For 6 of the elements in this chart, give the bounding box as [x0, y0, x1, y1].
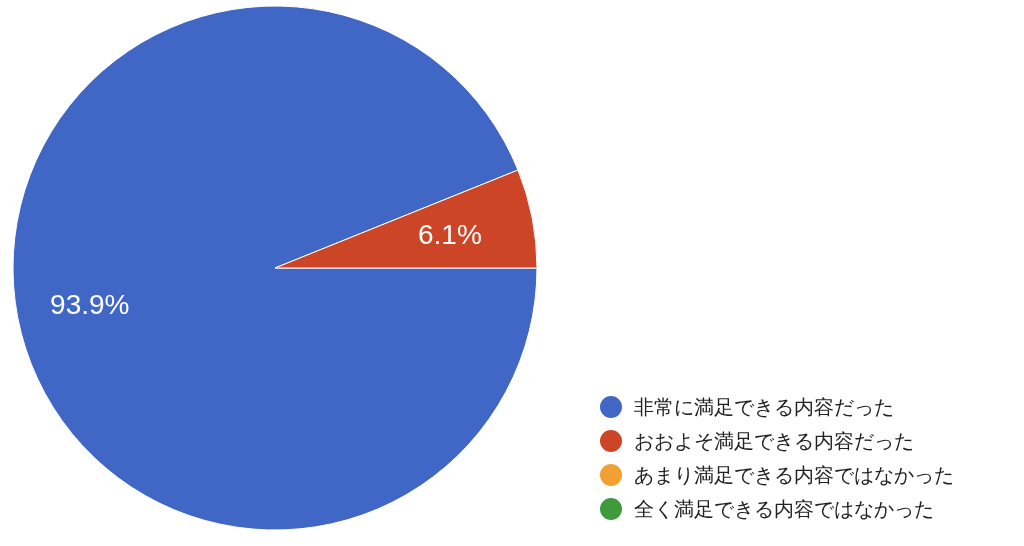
data-label: 93.9%: [50, 288, 130, 320]
legend-label: あまり満足できる内容ではなかった: [634, 464, 954, 486]
legend-label: 全く満足できる内容ではなかった: [634, 498, 934, 520]
legend-label: 非常に満足できる内容だった: [634, 396, 894, 418]
legend-label: おおよそ満足できる内容だった: [634, 430, 914, 452]
data-label: 6.1%: [417, 219, 482, 251]
